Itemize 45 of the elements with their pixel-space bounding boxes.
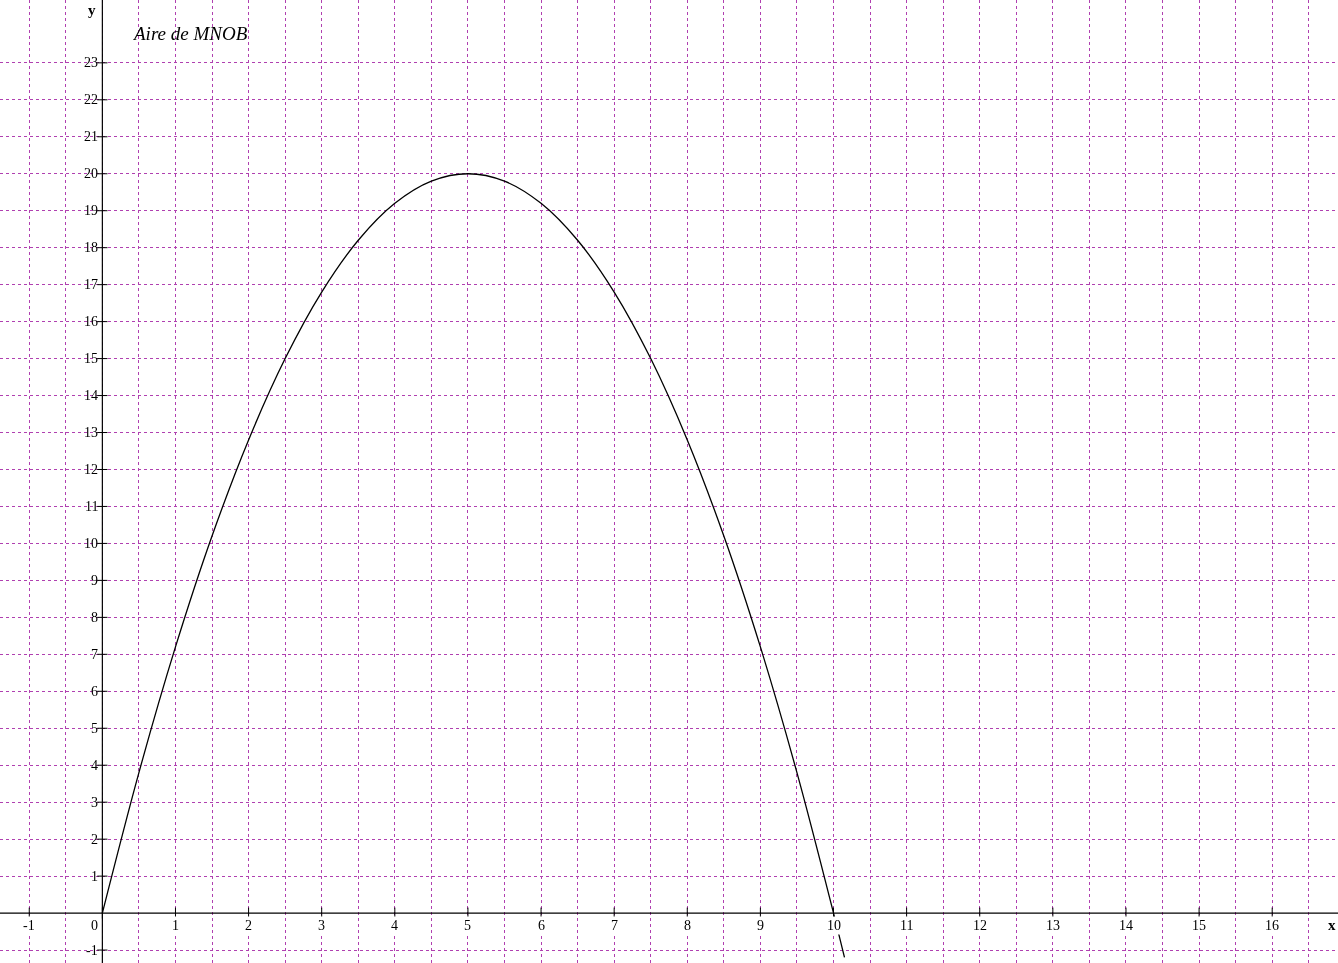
y-tick-label: 17 <box>84 277 98 292</box>
x-tick-label: 11 <box>900 918 914 933</box>
y-tick-label: 3 <box>91 795 98 810</box>
y-tick-label: 11 <box>85 499 99 514</box>
x-tick-label: 14 <box>1119 918 1133 933</box>
x-tick-label: 13 <box>1046 918 1060 933</box>
y-tick-label: 4 <box>91 758 98 773</box>
y-tick-label: 18 <box>84 240 98 255</box>
y-tick-label: 20 <box>84 166 98 181</box>
x-tick-label: 1 <box>172 918 179 933</box>
x-tick-label: 2 <box>245 918 252 933</box>
x-tick-label: 16 <box>1265 918 1279 933</box>
x-tick-label: 3 <box>318 918 325 933</box>
x-axis-title: x <box>1328 917 1336 933</box>
x-tick-label: 8 <box>684 918 691 933</box>
y-tick-label: 21 <box>84 129 98 144</box>
y-tick-label: 9 <box>91 573 98 588</box>
y-tick-label: 8 <box>91 610 98 625</box>
x-tick-label: 15 <box>1192 918 1206 933</box>
y-tick-label: 6 <box>91 684 98 699</box>
x-tick-label: 6 <box>538 918 545 933</box>
x-tick-label: 9 <box>757 918 764 933</box>
x-tick-label: 0 <box>91 918 98 933</box>
y-tick-label: 23 <box>84 55 98 70</box>
x-tick-label: 4 <box>391 918 398 933</box>
y-tick-label: 19 <box>84 203 98 218</box>
y-tick-label: -1 <box>86 943 98 958</box>
x-tick-label: 7 <box>611 918 618 933</box>
y-tick-label: 2 <box>91 832 98 847</box>
y-tick-label: 22 <box>84 92 98 107</box>
y-tick-label: 16 <box>84 314 98 329</box>
y-tick-label: 7 <box>91 647 98 662</box>
y-tick-label: 10 <box>84 536 98 551</box>
y-tick-label: 14 <box>84 388 98 403</box>
annotation: Aire de MNOB <box>132 23 248 44</box>
x-tick-label: 12 <box>973 918 987 933</box>
y-tick-label: 1 <box>91 869 98 884</box>
x-tick-label: 10 <box>827 918 841 933</box>
y-axis-title: y <box>88 2 96 18</box>
y-tick-label: 13 <box>84 425 98 440</box>
x-tick-label: -1 <box>23 918 35 933</box>
y-tick-label: 12 <box>84 462 98 477</box>
x-tick-label: 5 <box>464 918 471 933</box>
y-tick-label: 15 <box>84 351 98 366</box>
y-tick-label: 5 <box>91 721 98 736</box>
